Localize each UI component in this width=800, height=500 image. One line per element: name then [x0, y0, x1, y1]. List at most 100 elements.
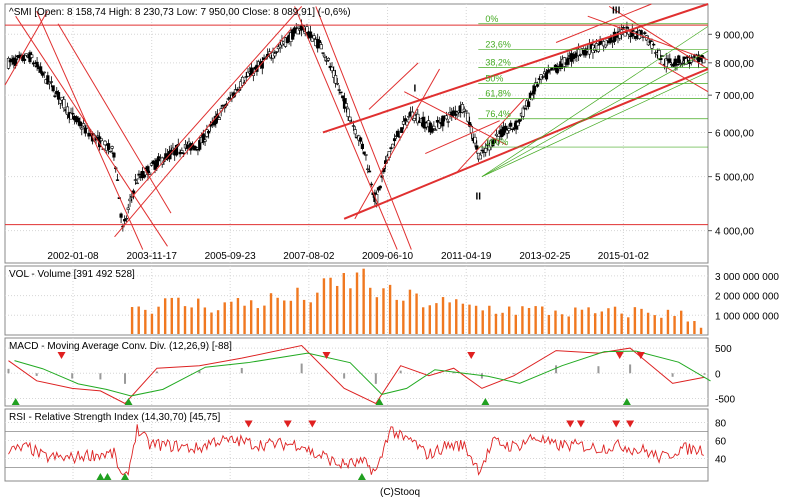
candle-body — [273, 53, 277, 57]
candle-body — [124, 218, 129, 220]
volume-bar — [580, 309, 584, 334]
candle-body — [123, 219, 127, 222]
candle-body — [621, 27, 625, 29]
volume-bar — [335, 285, 339, 334]
macd-histogram-bar — [374, 373, 377, 384]
candle-body — [668, 58, 672, 63]
candle-body — [584, 48, 588, 56]
price-y-tick-label: 7 000,00 — [715, 91, 754, 102]
candle-body — [403, 118, 407, 122]
volume-bar — [679, 310, 683, 334]
candle-body — [35, 61, 39, 68]
candle-body — [51, 85, 55, 92]
candle-body — [24, 53, 28, 56]
macd-y-tick-label: 500 — [715, 344, 732, 355]
candle-body — [40, 72, 45, 76]
candle-body — [562, 57, 566, 67]
volume-bar — [163, 298, 167, 334]
volume-bar — [415, 293, 418, 334]
volume-bar — [230, 301, 233, 334]
candle-body — [391, 143, 395, 149]
volume-bar — [646, 312, 650, 334]
macd-histogram-bar — [343, 373, 346, 379]
volume-bar — [157, 306, 160, 334]
rsi-overbought-marker — [576, 420, 585, 428]
candle-body — [151, 160, 155, 164]
macd-histogram-bar — [71, 373, 74, 379]
volume-bar — [190, 307, 193, 334]
candle-body — [244, 76, 248, 78]
candle-body — [510, 128, 515, 130]
candle-body — [369, 183, 373, 186]
volume-bar — [428, 305, 431, 334]
candle-body — [137, 173, 141, 176]
candle-body — [437, 122, 441, 129]
candle-body — [335, 83, 339, 85]
candle-body — [60, 96, 64, 101]
candle-body — [527, 101, 531, 107]
candle-body — [351, 125, 356, 127]
candle-body — [103, 140, 107, 146]
candle-body — [42, 71, 46, 74]
footer-credit: (C)Stooq — [380, 487, 420, 498]
candle-body — [47, 82, 52, 85]
candle-body — [639, 30, 643, 35]
price-x-tick-label: 2013-02-25 — [519, 251, 571, 262]
volume-bar — [183, 306, 187, 334]
volume-bar — [170, 297, 173, 334]
trend-line — [425, 120, 500, 155]
price-y-tick-label: 5 000,00 — [715, 173, 754, 184]
candle-body — [65, 106, 70, 116]
fib-level-label: 76,4% — [485, 109, 511, 119]
volume-bar — [276, 297, 279, 334]
candle-body — [641, 36, 645, 39]
volume-bar — [369, 287, 372, 334]
volume-y-tick-label: 2 000 000 000 — [715, 292, 779, 303]
candle-body — [441, 115, 445, 127]
candle-body — [233, 89, 238, 94]
volume-bar — [223, 302, 226, 334]
volume-bar — [501, 312, 504, 334]
candle-body — [21, 54, 25, 61]
volume-bar — [574, 307, 577, 334]
candle-body — [578, 54, 583, 56]
candle-body — [319, 44, 323, 50]
macd-histogram-bar — [240, 367, 243, 374]
volume-bar — [130, 307, 134, 334]
price-x-tick-label: 2009-06-10 — [362, 251, 414, 262]
macd-histogram-bar — [512, 373, 515, 375]
candle-body — [602, 41, 606, 47]
sell-signal-marker — [467, 352, 476, 359]
candle-body — [174, 144, 179, 156]
candle-body — [112, 152, 116, 158]
candle-body — [532, 85, 536, 95]
candle-body — [187, 141, 191, 145]
sell-signal-marker — [322, 352, 331, 359]
candle-body — [430, 127, 434, 133]
price-x-tick-label: 2011-04-19 — [441, 251, 492, 262]
volume-bar — [693, 321, 696, 334]
candle-body — [657, 50, 661, 59]
candle-body — [535, 84, 540, 87]
volume-bar — [243, 305, 246, 334]
candle-body — [503, 125, 507, 133]
candle-body — [99, 138, 104, 141]
candle-body — [148, 172, 152, 175]
fib-fan-line — [481, 26, 709, 177]
candle-body — [516, 121, 520, 127]
trend-line — [294, 6, 398, 250]
candle-body — [491, 140, 495, 147]
macd-histogram-bar — [300, 363, 303, 374]
fib-level-label: 23,6% — [485, 40, 511, 50]
macd-histogram-bar — [155, 371, 158, 374]
candle-body — [194, 146, 198, 149]
candle-body — [308, 31, 313, 38]
volume-bar — [263, 305, 266, 334]
candle-body — [400, 127, 404, 133]
price-x-tick-label: 2005-09-23 — [205, 251, 257, 262]
candle-body — [296, 28, 300, 35]
candle-body — [376, 187, 381, 191]
volume-bar — [587, 307, 590, 334]
fib-level-label: 100% — [485, 137, 508, 147]
macd-y-tick-label: -500 — [715, 394, 735, 405]
